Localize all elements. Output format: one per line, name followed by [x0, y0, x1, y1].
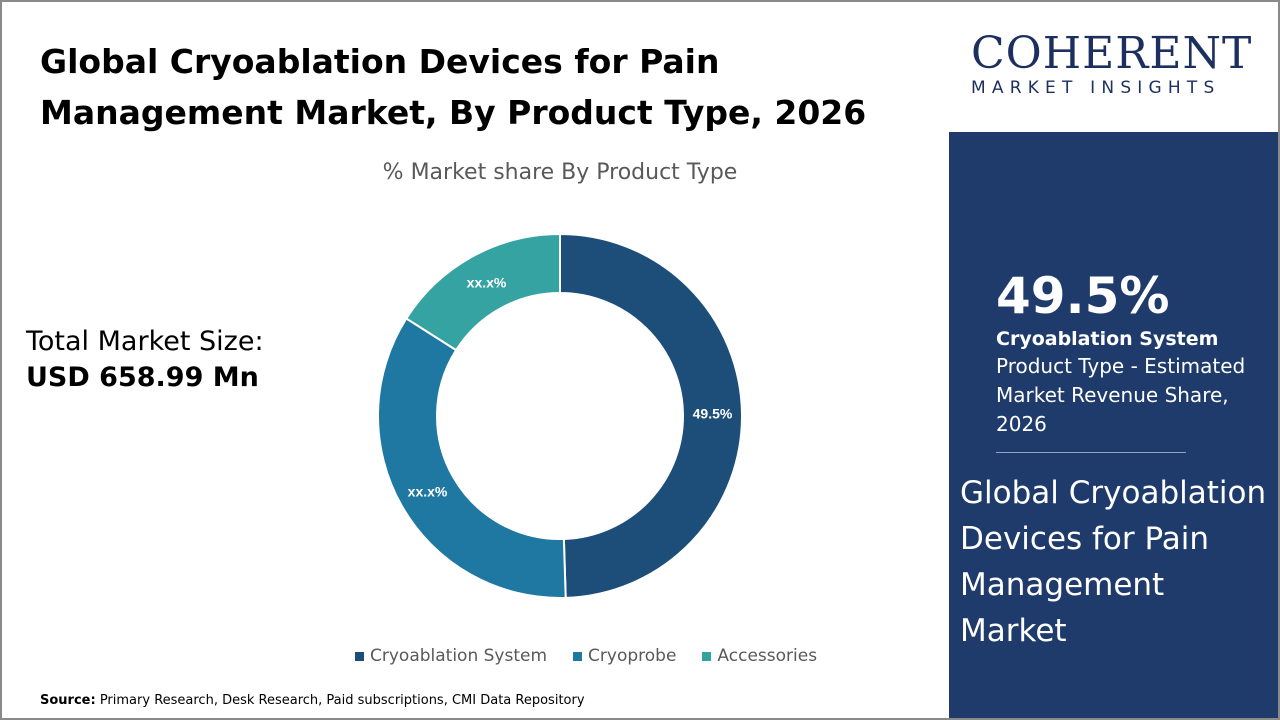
donut-slice-cryoprobe	[377, 317, 567, 599]
legend-label: Cryoablation System	[370, 646, 548, 666]
legend-item-cryoablation-system: Cryoablation System	[355, 646, 547, 666]
legend-swatch	[702, 651, 712, 661]
donut-chart: 49.5% xx.x% xx.x%	[377, 232, 743, 599]
legend-label: Accessories	[717, 646, 818, 666]
logo-wordmark: COHERENT	[971, 28, 1253, 79]
data-label: xx.x%	[467, 274, 507, 290]
donut-slice-cryoablation-system	[559, 232, 743, 599]
data-label: 49.5%	[693, 406, 733, 422]
total-market-size: Total Market Size: USD 658.99 Mn	[26, 324, 264, 396]
chart-title: % Market share By Product Type	[382, 160, 738, 185]
highlight-stat: 49.5% Cryoablation System Product Type -…	[996, 266, 1256, 439]
stat-segment: Cryoablation System	[996, 328, 1219, 350]
legend: Cryoablation System Cryoprobe Accessorie…	[355, 646, 817, 666]
market-name: Global Cryoablation Devices for Pain Man…	[960, 475, 1267, 649]
logo-tagline: MARKET INSIGHTS	[971, 78, 1221, 98]
company-logo: COHERENT MARKET INSIGHTS	[949, 0, 1280, 132]
total-market-value: USD 658.99 Mn	[26, 362, 259, 393]
legend-swatch	[355, 651, 364, 661]
stat-value: 49.5%	[996, 267, 1170, 325]
stat-description: Product Type - Estimated Market Revenue …	[996, 354, 1246, 436]
legend-label: Cryoprobe	[588, 646, 677, 666]
data-label: xx.x%	[408, 484, 448, 500]
page-title: Global Cryoablation Devices for Pain Man…	[40, 42, 867, 132]
legend-swatch	[573, 651, 583, 661]
legend-item-accessories: Accessories	[702, 646, 817, 666]
legend-item-cryoprobe: Cryoprobe	[573, 646, 676, 666]
source-text: Primary Research, Desk Research, Paid su…	[95, 693, 585, 708]
source-note: Source: Primary Research, Desk Research,…	[40, 693, 585, 708]
donut-slice-accessories	[404, 232, 561, 352]
total-market-label: Total Market Size:	[26, 326, 264, 357]
source-label: Source:	[40, 693, 96, 708]
divider	[996, 452, 1186, 453]
side-panel: COHERENT MARKET INSIGHTS 49.5% Cryoablat…	[949, 0, 1280, 720]
